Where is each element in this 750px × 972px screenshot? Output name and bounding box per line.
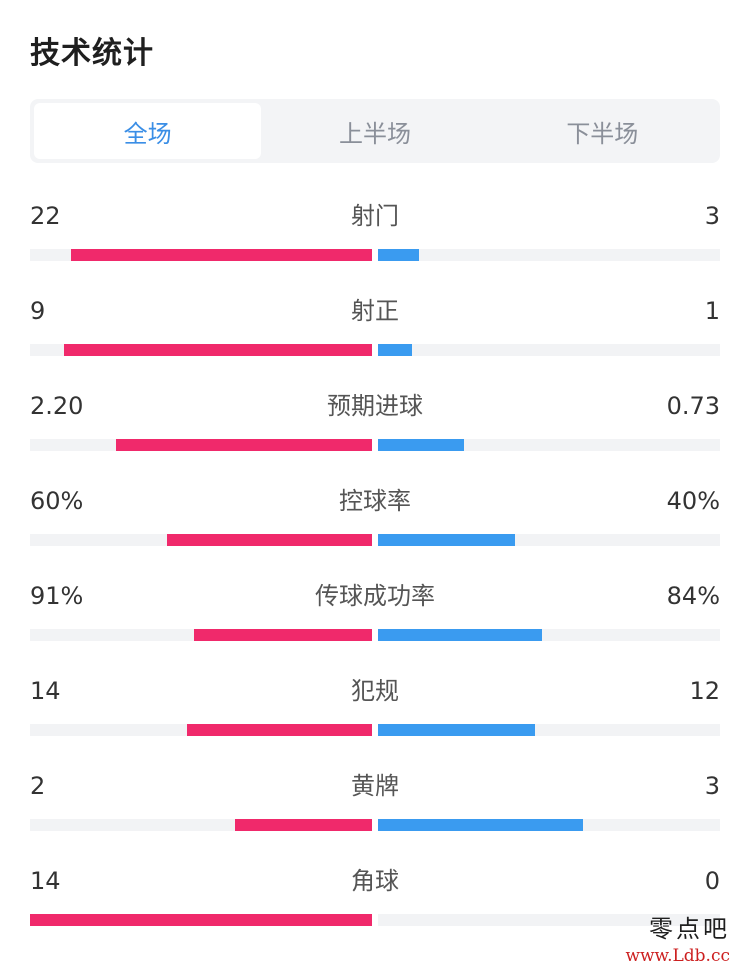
away-value: 3 [704, 202, 720, 230]
home-bar [115, 439, 372, 451]
stat-row-possession: 60% 控球率 40% [30, 477, 720, 572]
away-value: 1 [704, 297, 720, 325]
home-bar-track [30, 439, 372, 451]
stat-row-shots-on-target: 9 射正 1 [30, 287, 720, 382]
away-bar-track [378, 629, 720, 641]
away-bar-track [378, 344, 720, 356]
stat-row-pass-accuracy: 91% 传球成功率 84% [30, 572, 720, 667]
away-bar-track [378, 249, 720, 261]
stat-label: 犯规 [351, 677, 399, 705]
home-value: 2 [30, 772, 46, 800]
watermark-name: 零点吧 [649, 915, 730, 943]
home-bar [30, 914, 372, 926]
tab-second-half[interactable]: 下半场 [566, 119, 639, 148]
stat-row-yellow-cards: 2 黄牌 3 [30, 762, 720, 857]
stat-row-expected-goals: 2.20 预期进球 0.73 [30, 382, 720, 477]
home-bar [235, 819, 372, 831]
home-value: 14 [30, 867, 61, 895]
home-bar-track [30, 724, 372, 736]
away-bar [378, 249, 420, 261]
tab-full-match[interactable]: 全场 [34, 103, 262, 159]
away-bar-track [378, 724, 720, 736]
away-bar [378, 819, 584, 831]
period-tabs: 全场 上半场 下半场 [30, 99, 720, 163]
away-value: 0.73 [666, 392, 720, 420]
home-bar-track [30, 819, 372, 831]
stat-row-corners: 14 角球 0 [30, 857, 720, 952]
tab-first-half[interactable]: 上半场 [338, 119, 411, 148]
home-bar-track [30, 344, 372, 356]
away-bar [378, 724, 536, 736]
watermark: 零点吧 www.Ldb.cc [625, 909, 730, 966]
away-value: 84% [666, 582, 720, 610]
stats-list: 22 射门 3 9 射正 1 2.20 预期进球 0.73 60% 控球率 40… [30, 192, 720, 952]
stat-label: 角球 [351, 867, 399, 895]
away-bar [378, 629, 543, 641]
away-bar-track [378, 439, 720, 451]
stat-label: 传球成功率 [315, 582, 435, 610]
home-bar-track [30, 249, 372, 261]
home-bar [71, 249, 372, 261]
home-value: 22 [30, 202, 61, 230]
watermark-url: www.Ldb.cc [625, 946, 730, 966]
away-bar [378, 534, 515, 546]
home-bar [64, 344, 372, 356]
home-value: 9 [30, 297, 46, 325]
away-value: 12 [689, 677, 720, 705]
away-bar-track [378, 819, 720, 831]
stat-label: 黄牌 [351, 772, 399, 800]
stat-row-fouls: 14 犯规 12 [30, 667, 720, 762]
home-bar [194, 629, 372, 641]
away-bar [378, 439, 464, 451]
away-value: 0 [704, 867, 720, 895]
home-bar-track [30, 534, 372, 546]
home-bar-track [30, 629, 372, 641]
stat-row-shots: 22 射门 3 [30, 192, 720, 287]
stat-label: 预期进球 [327, 392, 423, 420]
page-title: 技术统计 [30, 36, 154, 71]
away-value: 40% [666, 487, 720, 515]
home-bar [187, 724, 372, 736]
stat-label: 控球率 [339, 487, 411, 515]
home-bar [166, 534, 372, 546]
home-value: 14 [30, 677, 61, 705]
home-value: 60% [30, 487, 84, 515]
stat-label: 射门 [351, 202, 399, 230]
away-value: 3 [704, 772, 720, 800]
home-bar-track [30, 914, 372, 926]
stat-label: 射正 [351, 297, 399, 325]
away-bar-track [378, 914, 720, 926]
away-bar-track [378, 534, 720, 546]
away-bar [378, 344, 413, 356]
home-value: 91% [30, 582, 84, 610]
home-value: 2.20 [30, 392, 84, 420]
